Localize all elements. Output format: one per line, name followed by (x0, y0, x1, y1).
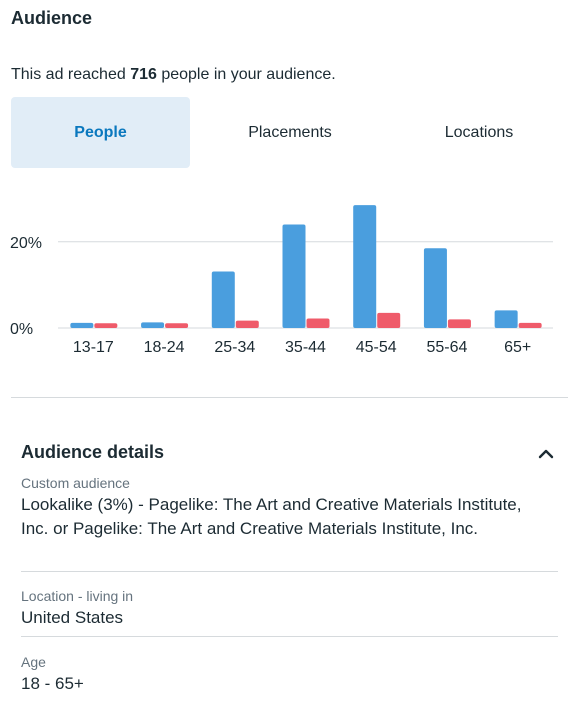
bar-series-2 (235, 320, 259, 328)
bar-series-1 (141, 322, 165, 328)
location-label: Location - living in (21, 588, 134, 604)
bar-series-2 (306, 318, 330, 328)
y-tick-label: 0% (10, 321, 33, 338)
tab-people[interactable]: People (11, 97, 190, 168)
x-tick-label: 18-24 (144, 339, 185, 356)
divider (11, 397, 568, 398)
bar-series-1 (423, 248, 447, 328)
reach-count: 716 (130, 66, 157, 83)
reach-prefix: This ad reached (11, 66, 131, 83)
bar-series-2 (518, 322, 542, 328)
x-tick-label: 13-17 (73, 339, 114, 356)
audience-tabs: People Placements Locations (11, 97, 569, 168)
reach-summary: This ad reached 716 people in your audie… (11, 66, 336, 84)
bar-series-1 (353, 205, 377, 328)
reach-suffix: people in your audience. (156, 66, 336, 83)
x-tick-label: 45-54 (356, 339, 397, 356)
bar-series-2 (447, 319, 471, 328)
bar-series-1 (494, 310, 518, 328)
bar-series-1 (282, 224, 306, 328)
x-tick-label: 55-64 (426, 339, 467, 356)
divider (21, 636, 558, 637)
tab-placements[interactable]: Placements (248, 123, 332, 141)
audience-details-title: Audience details (21, 442, 165, 462)
bar-series-1 (70, 322, 94, 328)
x-tick-label: 35-44 (285, 339, 326, 356)
location-value: United States (21, 608, 124, 627)
age-label: Age (21, 654, 46, 670)
tab-locations[interactable]: Locations (444, 123, 514, 141)
x-tick-label: 25-34 (214, 339, 255, 356)
bar-series-2 (377, 312, 401, 328)
custom-audience-label: Custom audience (21, 475, 130, 491)
y-tick-label: 20% (10, 235, 42, 252)
divider (21, 571, 558, 572)
custom-audience-value: Lookalike (3%) - Pagelike: The Art and C… (21, 495, 522, 538)
age-value: 18 - 65+ (21, 674, 84, 693)
chevron-up-icon[interactable] (536, 444, 556, 464)
bar-series-2 (165, 323, 189, 328)
section-title: Audience (11, 8, 93, 28)
x-tick-label: 65+ (504, 339, 531, 356)
bar-series-2 (94, 323, 118, 328)
bar-series-1 (211, 271, 235, 328)
age-distribution-chart: 0% 20% 13-17 18-24 25-34 35-44 45-54 55-64 65+ (10, 205, 553, 356)
